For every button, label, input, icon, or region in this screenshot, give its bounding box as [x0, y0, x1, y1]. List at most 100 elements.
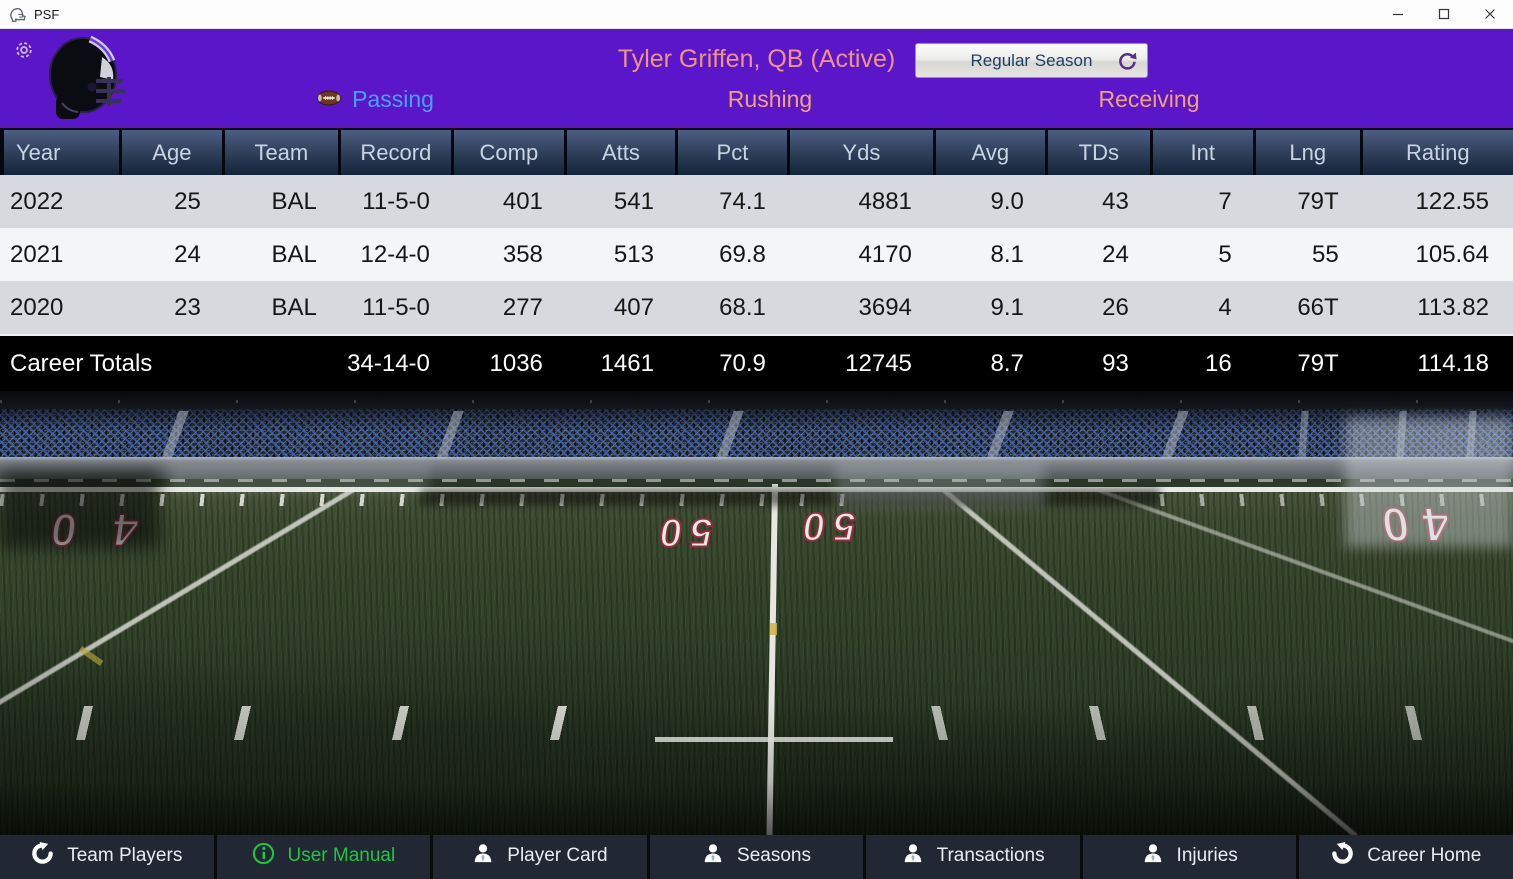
settings-gear-icon[interactable] — [13, 39, 35, 66]
yard-number-40-right: 40 — [1363, 496, 1454, 551]
stat-cell: 68.1 — [719, 294, 766, 321]
season-row-2022: 2022 25 BAL 11-5-0 401 541 74.1 4881 9.0 43 7 79T 12… — [0, 175, 1513, 228]
field-wall — [0, 462, 1513, 479]
stat-cell: 4881 — [858, 188, 912, 215]
stadium-background: 40 50 50 40 — [0, 391, 1513, 835]
career-stat-cell: 79T — [1297, 350, 1339, 377]
tab-receiving-label: Receiving — [1098, 85, 1200, 112]
stat-cell: 513 — [613, 241, 654, 268]
nav-item-user-manual[interactable]: User Manual — [213, 832, 431, 879]
window-controls — [1375, 0, 1513, 28]
career-stat-cell: 70.9 — [719, 350, 766, 377]
far-dashed-line — [0, 479, 1513, 482]
stat-cell: 26 — [1102, 294, 1129, 321]
stat-cell: 55 — [1311, 241, 1339, 268]
stat-cell: 2020 — [10, 294, 64, 321]
career-row: Career Totals 34-14-0 1036 1461 70.9 12745 8.7… — [0, 334, 1513, 391]
column-header-team: Team — [224, 130, 341, 175]
career-stat-cell: 1036 — [489, 350, 543, 377]
stat-cell: 66T — [1297, 294, 1339, 321]
field-shadow — [420, 488, 1160, 506]
stat-cell: 43 — [1102, 188, 1129, 215]
person-icon — [472, 842, 494, 869]
season-type-label: Regular Season — [970, 50, 1093, 70]
career-stat-cell: 16 — [1205, 350, 1232, 377]
player-name: Tyler Griffen, QB (Active) — [617, 45, 896, 73]
stat-cell: 2022 — [10, 188, 64, 215]
stadium-upper-deck — [0, 391, 1513, 409]
column-header-record: Record — [340, 130, 454, 175]
season-type-button[interactable]: Regular Season — [915, 43, 1148, 78]
stat-cell: 277 — [502, 294, 543, 321]
yard-number-50-left: 50 — [648, 509, 717, 555]
nav-item-injuries[interactable]: Injuries — [1079, 832, 1297, 879]
stat-cell: 4 — [1218, 294, 1232, 321]
career-stat-cell: 114.18 — [1417, 350, 1489, 377]
nav-item-player-card[interactable]: Player Card — [430, 832, 647, 879]
nav-label: Team Players — [67, 844, 183, 866]
stat-cell: 4170 — [858, 241, 912, 268]
fifty-line-crossbar — [655, 737, 893, 742]
player-header: Tyler Griffen, QB (Active) Regular Seaso… — [0, 29, 1513, 130]
stat-cell: BAL — [271, 294, 317, 321]
stats-header-row: Year Age Team Record Comp Atts Pct Yds Avg TDs Int… — [0, 130, 1513, 175]
stat-cell: BAL — [271, 188, 317, 215]
stat-cell: 113.82 — [1417, 294, 1489, 321]
stat-cell: 11-5-0 — [362, 294, 430, 321]
stat-cell: 74.1 — [719, 188, 766, 215]
minimize-button[interactable] — [1375, 0, 1421, 28]
sideline-ticks — [1159, 494, 1513, 506]
stat-cell: 24 — [174, 241, 201, 268]
column-header-rating: Rating — [1362, 130, 1513, 175]
stat-cell: 358 — [502, 241, 543, 268]
grass — [0, 486, 1513, 835]
tab-receiving[interactable]: Receiving — [1072, 83, 1226, 115]
stat-cell: 407 — [613, 294, 654, 321]
column-header-yds: Yds — [789, 130, 936, 175]
career-totals-label: Career Totals — [10, 350, 153, 377]
stat-cell: 3694 — [858, 294, 912, 321]
yard-number-50-right: 50 — [791, 503, 860, 549]
stat-cell: 8.1 — [990, 241, 1024, 268]
nav-label: Career Home — [1367, 844, 1482, 866]
tab-rushing-label: Rushing — [727, 85, 813, 112]
column-header-atts: Atts — [566, 130, 678, 175]
refresh-icon — [1117, 51, 1137, 76]
maximize-button[interactable] — [1421, 0, 1467, 28]
stat-cell: 25 — [174, 188, 201, 215]
stat-cell: 69.8 — [719, 241, 766, 268]
stat-cell: 11-5-0 — [362, 188, 430, 215]
bottom-navigation: Team Players User Manual Player Card — [0, 830, 1513, 879]
passing-stats-table: Year Age Team Record Comp Atts Pct Yds Avg TDs Int… — [0, 130, 1513, 391]
nav-item-seasons[interactable]: Seasons — [646, 832, 864, 879]
stat-cell: 12-4-0 — [360, 241, 430, 268]
forward-arrow-icon — [1331, 841, 1354, 870]
column-header-age: Age — [121, 130, 225, 175]
column-header-pct: Pct — [677, 130, 790, 175]
stat-cell: 5 — [1218, 241, 1232, 268]
nav-item-transactions[interactable]: Transactions — [863, 832, 1080, 879]
career-stat-cell: 8.7 — [990, 350, 1024, 377]
nav-label: Seasons — [737, 844, 811, 866]
stat-cell: 9.0 — [990, 188, 1024, 215]
stat-cell: 401 — [502, 188, 543, 215]
column-header-int: Int — [1152, 130, 1256, 175]
stat-cell: 105.64 — [1415, 241, 1489, 268]
nav-item-career-home[interactable]: Career Home — [1296, 832, 1513, 879]
nav-item-team-players[interactable]: Team Players — [0, 832, 214, 879]
close-button[interactable] — [1467, 0, 1513, 28]
stat-cell: 2021 — [10, 241, 64, 268]
nav-label: Injuries — [1176, 844, 1238, 866]
season-row-2021: 2021 24 BAL 12-4-0 358 513 69.8 4170 8.1 24 5 55 105… — [0, 228, 1513, 281]
career-stat-cell: 1461 — [600, 350, 654, 377]
tab-passing[interactable]: Passing — [300, 83, 450, 115]
tab-rushing[interactable]: Rushing — [697, 83, 843, 115]
column-header-avg: Avg — [935, 130, 1048, 175]
back-arrow-icon — [31, 841, 54, 870]
stat-cell: 24 — [1102, 241, 1129, 268]
column-header-comp: Comp — [453, 130, 567, 175]
hash-marks-left — [76, 706, 654, 740]
career-stat-cell: 34-14-0 — [347, 350, 430, 377]
stat-cell: 122.55 — [1415, 188, 1489, 215]
stat-cell: 23 — [174, 294, 201, 321]
